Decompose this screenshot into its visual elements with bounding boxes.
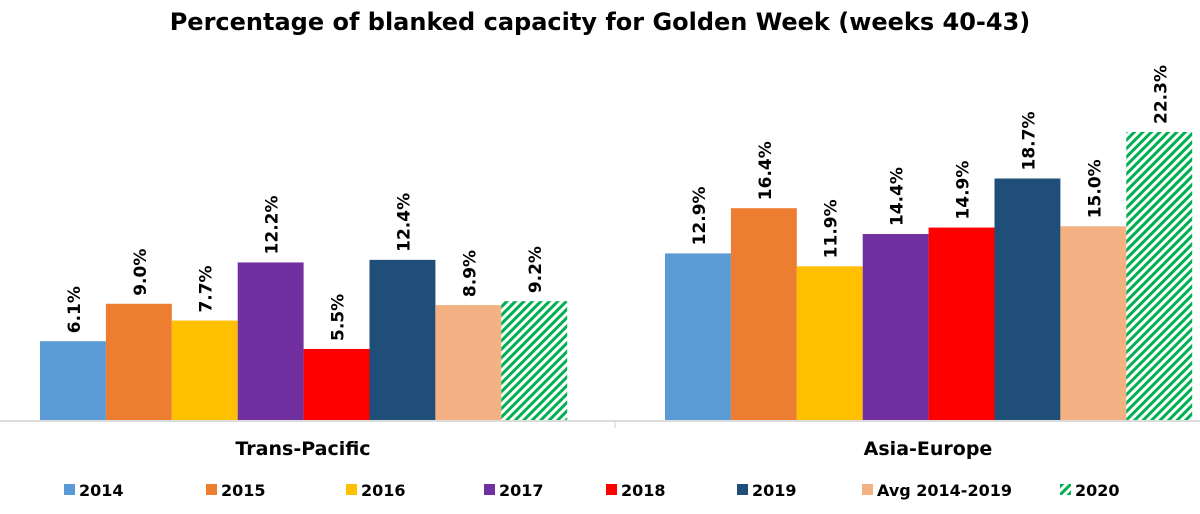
legend-item-2017: 2017 [484,481,544,500]
data-label: 6.1% [65,286,85,333]
legend-swatch [737,484,748,495]
legend-item-2015: 2015 [206,481,266,500]
legend-label: 2018 [621,481,666,500]
bar-2016-trans-pacific [171,320,238,420]
bar-2019-trans-pacific [369,259,436,420]
legend-label: 2016 [361,481,406,500]
legend-swatch [64,484,75,495]
legend-item-2019: 2019 [737,481,797,500]
legend: 2014 2015 2016 2017 2018 2019 Avg 2014-2019 202… [64,481,1120,500]
legend-swatch [606,484,617,495]
bar-2014-asia-europe [665,253,731,420]
legend-label: 2020 [1075,481,1120,500]
bar-2020-asia-europe [1126,132,1193,420]
data-label: 18.7% [1019,112,1039,171]
legend-swatch [346,484,357,495]
data-label: 12.4% [394,193,414,252]
data-label: 8.9% [460,250,480,297]
bar-2018-asia-europe [928,227,995,420]
legend-item-2018: 2018 [606,481,666,500]
legend-swatch [484,484,495,495]
data-label: 12.9% [690,186,710,245]
legend-swatch [206,484,217,495]
bar-2016-asia-europe [796,266,863,420]
bar-2015-trans-pacific [105,303,172,420]
legend-swatch [1060,484,1071,495]
category-label-trans-pacific: Trans-Pacific [235,438,370,460]
bar-2017-trans-pacific [237,262,304,420]
bar-2014-trans-pacific [40,341,106,420]
legend-label: 2019 [752,481,797,500]
legend-item-2014: 2014 [64,481,124,500]
data-label: 15.0% [1085,159,1105,218]
data-label: 16.4% [756,141,776,200]
legend-label: 2015 [221,481,266,500]
data-label: 9.2% [526,246,546,293]
data-label: 9.0% [131,249,151,296]
legend-item-2020: 2020 [1060,481,1120,500]
data-label: 22.3% [1151,65,1171,124]
data-label: 14.9% [954,161,974,220]
bar-2018-trans-pacific [303,348,370,420]
legend-swatch [862,484,873,495]
legend-item-2016: 2016 [346,481,406,500]
data-label: 5.5% [329,294,349,341]
data-label: 14.4% [888,167,908,226]
legend-label: 2017 [499,481,544,500]
bar-2015-asia-europe [730,208,797,420]
bar-avg-2014-2019-asia-europe [1060,226,1127,420]
chart-title: Percentage of blanked capacity for Golde… [170,8,1031,36]
data-label: 11.9% [822,199,842,258]
bar-avg-2014-2019-trans-pacific [435,305,502,420]
legend-label: Avg 2014-2019 [877,481,1012,500]
bar-2019-asia-europe [994,178,1061,420]
legend-label: 2014 [79,481,124,500]
data-label: 7.7% [197,265,217,312]
legend-item-avg-2014-2019: Avg 2014-2019 [862,481,1012,500]
bar-2020-trans-pacific [501,301,568,420]
data-label: 12.2% [263,195,283,254]
category-label-asia-europe: Asia-Europe [864,438,993,460]
bar-2017-asia-europe [862,234,929,420]
